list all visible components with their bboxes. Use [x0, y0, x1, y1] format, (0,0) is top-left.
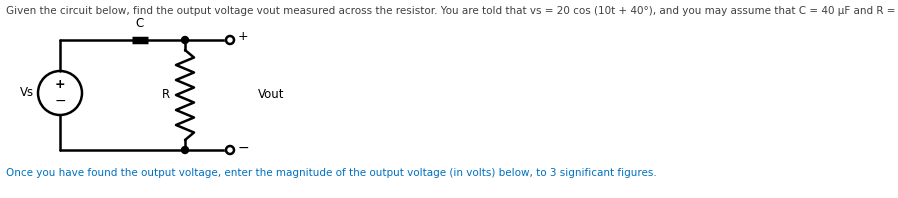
- Circle shape: [226, 36, 234, 44]
- Text: −: −: [238, 141, 250, 155]
- Text: Given the circuit below, find the output voltage vout measured across the resist: Given the circuit below, find the output…: [6, 6, 898, 16]
- Circle shape: [181, 36, 189, 44]
- Text: C: C: [136, 17, 144, 30]
- Text: Vs: Vs: [20, 87, 34, 100]
- Text: Vout: Vout: [258, 89, 285, 102]
- Text: R: R: [162, 89, 170, 102]
- Circle shape: [226, 146, 234, 154]
- Text: +: +: [55, 78, 66, 91]
- Circle shape: [181, 147, 189, 153]
- Text: −: −: [54, 94, 66, 108]
- Text: +: +: [238, 30, 249, 43]
- Text: Once you have found the output voltage, enter the magnitude of the output voltag: Once you have found the output voltage, …: [6, 168, 656, 178]
